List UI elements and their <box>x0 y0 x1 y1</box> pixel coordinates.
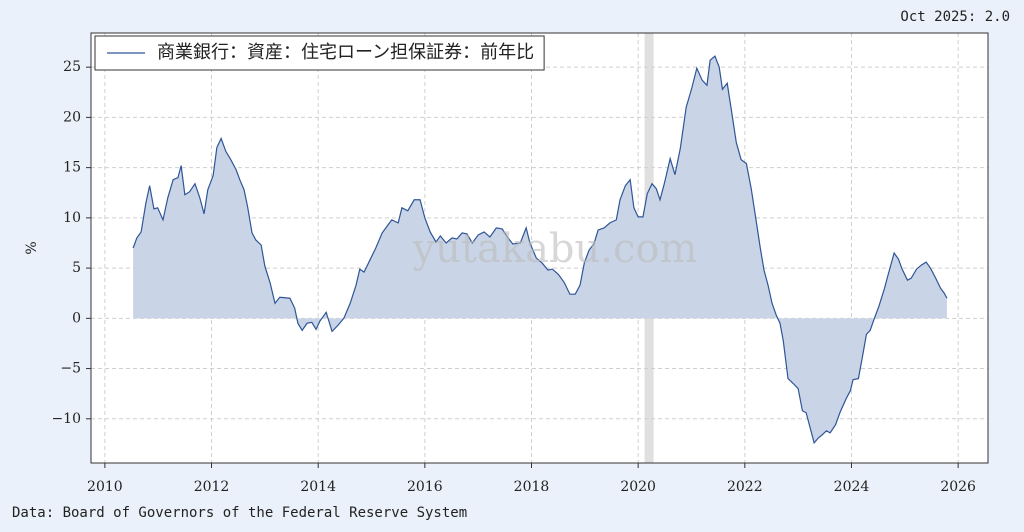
watermark: yutakabu.com <box>412 226 698 272</box>
plot-layer <box>91 33 988 463</box>
x-tick-label: 2016 <box>407 479 443 495</box>
y-tick-label: −10 <box>51 411 81 427</box>
x-tick-label: 2018 <box>514 479 550 495</box>
legend-label: 商業銀行：資産：住宅ローン担保証券：前年比 <box>157 42 534 63</box>
legend-box <box>94 35 545 71</box>
x-tick-label: 2014 <box>300 479 336 495</box>
x-tick-label: 2026 <box>940 479 976 495</box>
y-tick-label: 25 <box>63 59 81 75</box>
y-tick-label: 0 <box>72 310 81 326</box>
y-tick-label: 10 <box>63 210 81 226</box>
y-tick-label: 15 <box>63 160 81 176</box>
legend: 商業銀行：資産：住宅ローン担保証券：前年比 <box>94 35 545 71</box>
y-tick-label: −5 <box>60 361 81 377</box>
x-tick-label: 2022 <box>727 479 763 495</box>
source-note: Data: Board of Governors of the Federal … <box>12 505 467 521</box>
y-axis-label: % <box>24 241 40 254</box>
plot-border <box>90 32 989 464</box>
latest-note: Oct 2025: 2.0 <box>900 9 1010 25</box>
series-line <box>132 55 948 445</box>
x-tick-label: 2024 <box>834 479 870 495</box>
y-tick-label: 20 <box>63 109 81 125</box>
y-tick-label: 5 <box>72 260 81 276</box>
x-tick-label: 2010 <box>87 479 123 495</box>
x-tick-label: 2012 <box>194 479 230 495</box>
x-tick-label: 2020 <box>620 479 656 495</box>
